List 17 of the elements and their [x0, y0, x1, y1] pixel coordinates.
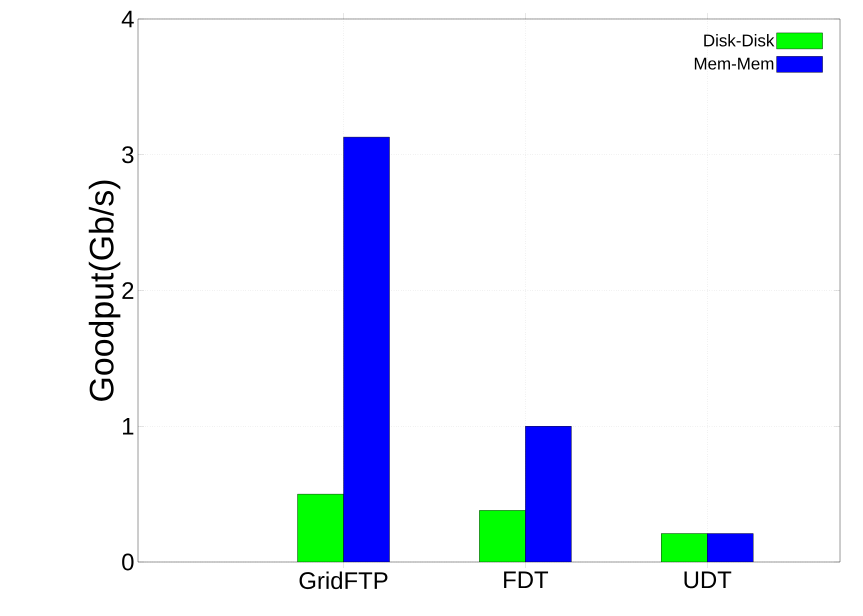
- bar: [525, 426, 572, 562]
- legend-label: Disk-Disk: [704, 34, 774, 46]
- x-tick-label: UDT: [684, 572, 732, 588]
- bar: [343, 136, 390, 562]
- x-tick-label: GridFTP: [300, 572, 388, 590]
- bar: [707, 533, 754, 562]
- y-tick-label: 0: [122, 554, 134, 570]
- x-tick-label: FDT: [504, 572, 548, 588]
- y-tick-label: 3: [122, 146, 134, 164]
- bar: [661, 533, 708, 562]
- y-tick-label: 1: [123, 418, 134, 434]
- legend-label: Mem-Mem: [694, 58, 774, 70]
- y-axis-title: Goodput(Gb/s): [88, 180, 120, 401]
- bar: [297, 494, 344, 562]
- bar: [479, 510, 526, 562]
- y-tick-label: 4: [122, 10, 134, 28]
- y-tick-label: 2: [122, 282, 134, 299]
